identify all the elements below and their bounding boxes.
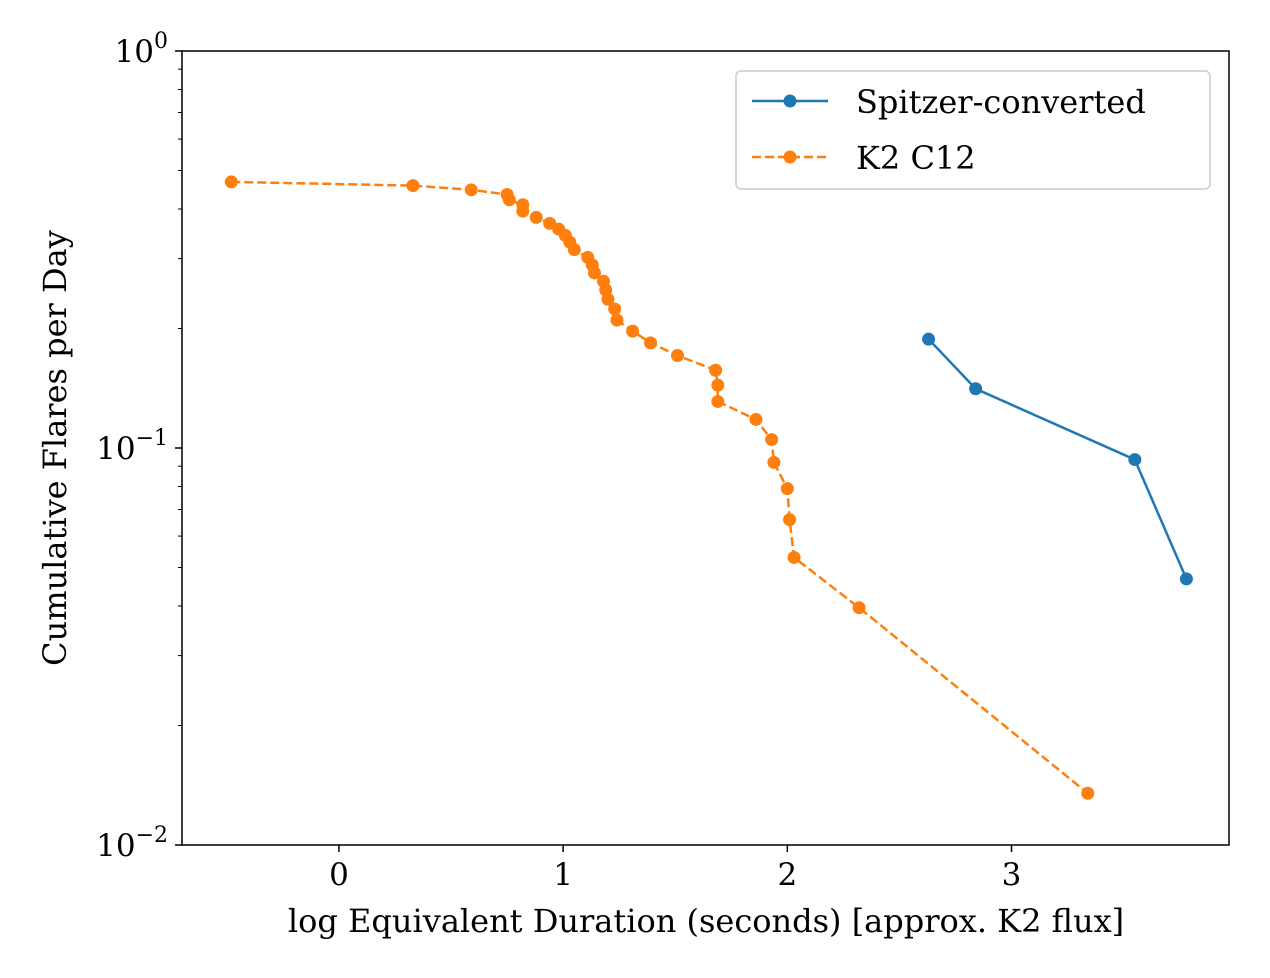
legend-frame [735, 70, 1211, 190]
legend-marker-k2 [783, 150, 797, 164]
x-tick-label: 0 [329, 857, 349, 893]
y-tick-label: 10−2 [96, 823, 168, 864]
x-tick-label: 2 [777, 857, 797, 893]
legend-marker-spitzer [783, 94, 797, 108]
data-point-k2-c12 [670, 349, 684, 363]
series-line-spitzer-converted [927, 338, 1188, 580]
x-axis-label: log Equivalent Duration (seconds) [appro… [288, 902, 1124, 940]
y-tick-label: 10−1 [96, 426, 168, 467]
data-point-k2-c12 [711, 394, 725, 408]
x-tick-label: 3 [1002, 857, 1022, 893]
data-point-spitzer-converted [1179, 572, 1193, 586]
legend-label-spitzer: Spitzer-converted [856, 83, 1146, 121]
data-point-k2-c12 [644, 336, 658, 350]
data-point-k2-c12 [787, 550, 801, 564]
data-point-k2-c12 [626, 324, 640, 338]
legend: Spitzer-converted K2 C12 [735, 70, 1211, 190]
y-tick-label: 100 [115, 29, 168, 70]
data-point-k2-c12 [767, 455, 781, 469]
data-point-spitzer-converted [969, 382, 983, 396]
data-point-k2-c12 [601, 292, 615, 306]
data-point-k2-c12 [852, 601, 866, 615]
data-point-k2-c12 [529, 210, 543, 224]
data-point-spitzer-converted [922, 332, 936, 346]
data-point-k2-c12 [783, 513, 797, 527]
data-point-k2-c12 [502, 193, 516, 207]
data-point-k2-c12 [765, 433, 779, 447]
x-ticks: 0 1 2 3 [329, 845, 1021, 893]
data-point-k2-c12 [608, 302, 622, 316]
x-tick-label: 1 [553, 857, 573, 893]
legend-label-k2: K2 C12 [856, 139, 976, 177]
data-point-k2-c12 [224, 175, 238, 189]
data-point-k2-c12 [567, 243, 581, 257]
data-point-k2-c12 [711, 378, 725, 392]
data-point-k2-c12 [709, 363, 723, 377]
data-point-spitzer-converted [1128, 453, 1142, 467]
y-ticks: 10−2 10−1 100 [96, 29, 182, 864]
data-point-k2-c12 [1081, 786, 1095, 800]
data-point-k2-c12 [516, 204, 530, 218]
data-point-k2-c12 [749, 412, 763, 426]
series-layer [224, 175, 1193, 800]
data-point-k2-c12 [780, 482, 794, 496]
data-point-k2-c12 [406, 179, 420, 193]
data-point-k2-c12 [464, 183, 478, 197]
data-point-k2-c12 [610, 313, 624, 327]
y-axis-label: Cumulative Flares per Day [36, 230, 74, 666]
data-point-k2-c12 [588, 266, 602, 280]
